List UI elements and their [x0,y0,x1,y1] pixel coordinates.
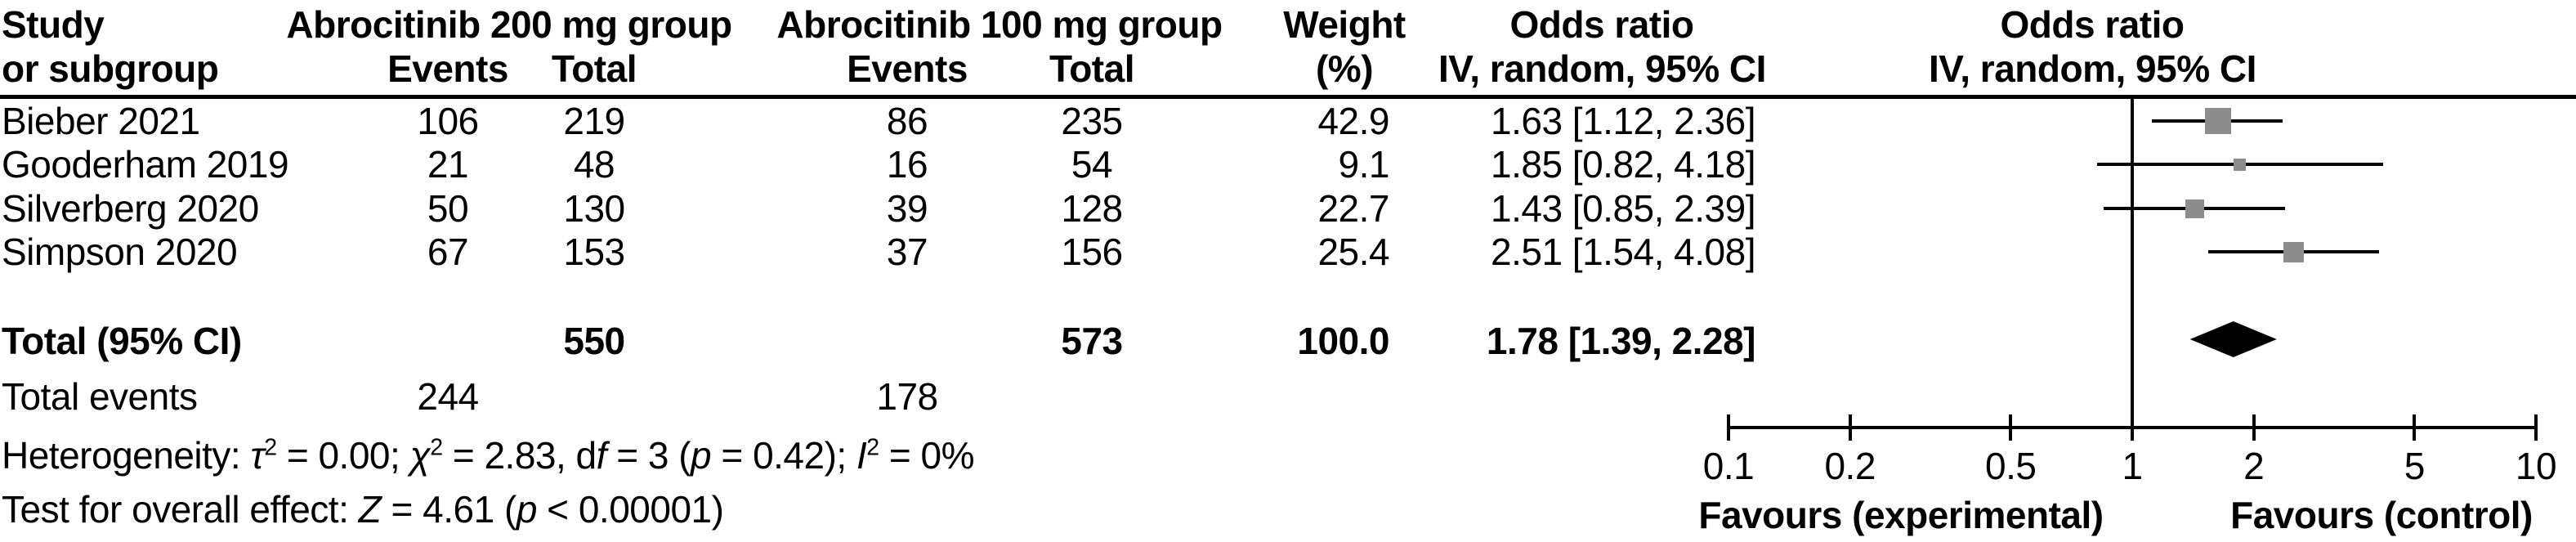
weight-value: 22.7 [1317,187,1389,230]
header-events-group1: Events [387,47,508,90]
header-group2: Abrocitinib 100 mg group [776,3,1223,46]
header-study-line2: or subgroup [2,47,219,90]
total2-value: 54 [1071,143,1113,186]
header-weight-line1: Weight [1283,3,1406,46]
x-axis-tick [2413,414,2417,441]
or-ci-text: 1.43 [0.85, 2.39] [1491,187,1756,230]
total2-value: 128 [1061,187,1123,230]
overall-effect-text: Test for overall effect: Z = 4.61 (p < 0… [2,488,724,531]
or-ci-text: 1.85 [0.82, 4.18] [1491,143,1756,186]
header-weight-line2: (%) [1315,47,1374,90]
x-axis-tick-label: 5 [2404,445,2426,487]
events1-value: 67 [427,231,469,273]
x-axis-tick-label: 10 [2515,445,2557,487]
pooled-diamond [2189,321,2277,357]
x-axis-tick [2009,414,2013,441]
header-or-plot-line1: Odds ratio [2000,3,2185,46]
total2-sum: 573 [1061,320,1123,362]
header-total-group1: Total [552,47,637,90]
null-effect-line [2131,99,2134,441]
events2-value: 37 [886,231,928,273]
events2-value: 39 [886,187,928,230]
x-axis-tick [1848,414,1852,441]
weight-value: 9.1 [1338,143,1390,186]
x-axis-tick [2131,414,2134,441]
total1-value: 153 [563,231,625,273]
header-study-line1: Study [2,3,105,46]
x-axis-tick [2252,414,2256,441]
header-or-plot-line2: IV, random, 95% CI [1929,47,2256,90]
header-or-text-line2: IV, random, 95% CI [1438,47,1766,90]
x-axis-tick-label: 0.2 [1824,445,1876,487]
header-or-text-line1: Odds ratio [1509,3,1694,46]
total1-value: 48 [573,143,615,186]
favours-right-label: Favours (control) [2230,494,2533,536]
events1-value: 21 [427,143,469,186]
favours-left-label: Favours (experimental) [1698,494,2104,536]
total-events1: 244 [417,375,479,418]
x-axis-tick-label: 0.1 [1702,445,1755,487]
weight-value: 42.9 [1317,100,1389,142]
x-axis-tick [2534,414,2538,441]
header-group1: Abrocitinib 200 mg group [286,3,732,46]
or-marker [2234,158,2247,171]
total1-value: 130 [563,187,625,230]
events2-value: 86 [886,100,928,142]
x-axis-tick [1727,414,1730,441]
header-events-group2: Events [847,47,968,90]
or-marker [2185,199,2205,218]
total-events2: 178 [876,375,938,418]
study-name: Bieber 2021 [2,100,200,142]
x-axis-tick-label: 2 [2243,445,2265,487]
header-total-group2: Total [1049,47,1134,90]
total-events-label: Total events [2,375,198,418]
total1-sum: 550 [563,320,625,362]
heterogeneity-text: Heterogeneity: τ2 = 0.00; χ2 = 2.83, df … [2,434,975,477]
or-marker [2283,241,2304,262]
x-axis-tick-label: 1 [2122,445,2143,487]
or-marker [2204,108,2231,134]
or-ci-text: 2.51 [1.54, 4.08] [1491,231,1756,273]
total-row-label: Total (95% CI) [2,320,242,362]
total2-value: 156 [1061,231,1123,273]
study-name: Silverberg 2020 [2,187,259,230]
total-weight: 100.0 [1297,320,1389,362]
events1-value: 106 [417,100,479,142]
study-name: Simpson 2020 [2,231,238,273]
events2-value: 16 [886,143,928,186]
study-name: Gooderham 2019 [2,143,289,186]
x-axis-tick-label: 0.5 [1985,445,2037,487]
header-rule [0,95,2576,99]
weight-value: 25.4 [1317,231,1389,273]
total-or-ci-text: 1.78 [1.39, 2.28] [1486,320,1756,362]
total2-value: 235 [1061,100,1123,142]
events1-value: 50 [427,187,469,230]
or-ci-text: 1.63 [1.12, 2.36] [1491,100,1756,142]
total1-value: 219 [563,100,625,142]
